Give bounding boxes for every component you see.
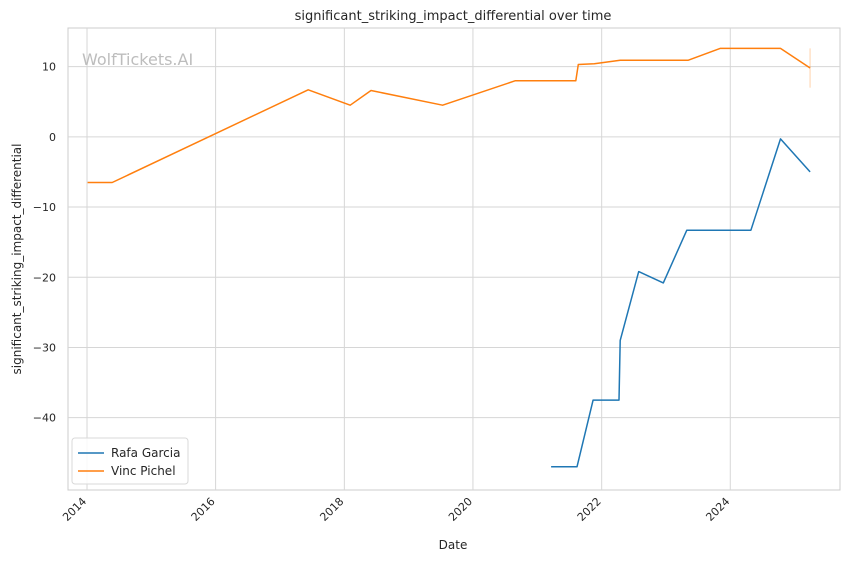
legend: Rafa Garcia Vinc Pichel [71, 437, 189, 485]
series-line-rafa-garcia [551, 138, 811, 468]
grid [68, 28, 840, 490]
y-tick-label: −10 [33, 201, 56, 214]
watermark: WolfTickets.AI [82, 50, 193, 69]
y-axis-label: significant_striking_impact_differential [10, 144, 24, 375]
legend-label-vinc-pichel: Vinc Pichel [111, 464, 176, 478]
plot-area [67, 27, 841, 491]
y-tick-label: −40 [33, 412, 56, 425]
y-tick-label: 0 [49, 131, 56, 144]
y-tick-label: −20 [33, 271, 56, 284]
y-tick-label: 10 [42, 61, 56, 74]
y-tick-label: −30 [33, 341, 56, 354]
x-axis-label: Date [439, 538, 468, 552]
legend-label-rafa-garcia: Rafa Garcia [111, 446, 180, 460]
legend-box [71, 437, 189, 485]
chart-title: significant_striking_impact_differential… [295, 9, 612, 24]
series-layer [87, 47, 811, 468]
series-line-vinc-pichel [87, 47, 811, 184]
y-tick-labels: 10 0 −10 −20 −30 −40 [33, 61, 56, 425]
